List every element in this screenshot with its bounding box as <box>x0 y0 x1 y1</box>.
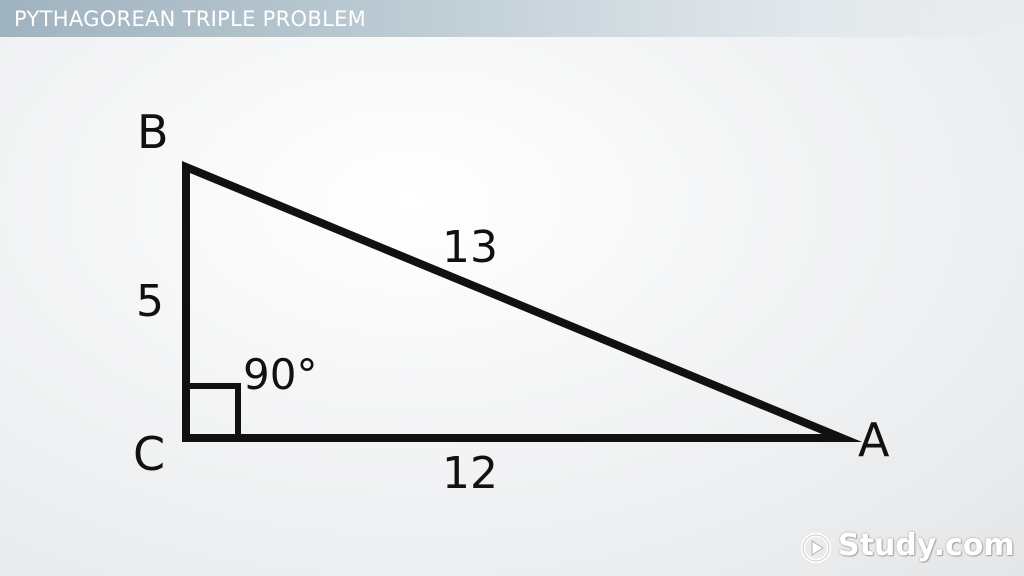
right-angle-marker <box>186 383 241 438</box>
vertex-a-label: A <box>858 413 890 467</box>
study-watermark: Study.com <box>800 528 1015 568</box>
right-triangle <box>182 161 863 442</box>
angle-label: 90° <box>243 350 317 399</box>
title-bar: PYTHAGOREAN TRIPLE PROBLEM <box>0 0 1024 37</box>
side-bc-label: 5 <box>136 276 164 327</box>
play-circle-icon <box>801 533 831 563</box>
vertex-c-label: C <box>133 427 165 481</box>
side-ca-label: 12 <box>442 448 498 499</box>
watermark-brand: Study.com <box>838 528 1015 563</box>
side-ab-label: 13 <box>442 222 498 273</box>
vertex-b-label: B <box>137 105 169 159</box>
page-title: PYTHAGOREAN TRIPLE PROBLEM <box>14 7 367 31</box>
